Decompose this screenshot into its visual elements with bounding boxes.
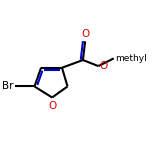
Text: Br: Br [2, 81, 14, 92]
Text: methyl: methyl [115, 54, 147, 63]
Text: O: O [81, 29, 89, 39]
Text: O: O [48, 101, 56, 111]
Text: O: O [99, 61, 108, 71]
